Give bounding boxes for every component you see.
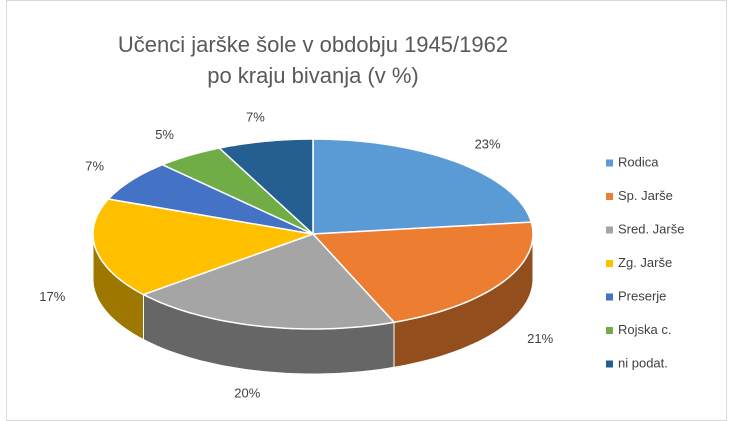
legend-swatch [606,159,613,167]
data-label: 5% [155,127,174,142]
legend-swatch [606,193,613,200]
legend-swatch [606,327,613,334]
slice [141,233,396,330]
slice [92,198,316,296]
data-label: 20% [234,385,260,400]
legend-label: Rojska c. [618,322,671,337]
legend-label: Rodica [618,154,659,169]
slice [311,221,534,324]
legend-swatch [606,360,613,368]
legend-swatch [606,293,613,301]
legend-label: Preserje [618,288,666,303]
legend-swatch [606,260,613,267]
data-label: 7% [246,110,265,125]
legend-label: Zg. Jarše [618,255,672,270]
slice [312,138,533,235]
legend-label: Sp. Jarše [618,188,673,203]
data-label: 17% [39,289,65,304]
chart-title: po kraju bivanja (v %) [207,63,419,88]
data-label: 7% [85,159,104,174]
slice [106,163,314,235]
data-label: 23% [475,136,501,151]
chart-title: Učenci jarške šole v obdobju 1945/1962 [118,32,508,57]
legend-label: Sred. Jarše [618,221,684,236]
legend-swatch [606,226,613,234]
slice [160,147,314,235]
slice [217,138,314,236]
legend-label: ni podat. [618,355,668,370]
data-label: 21% [527,331,553,346]
